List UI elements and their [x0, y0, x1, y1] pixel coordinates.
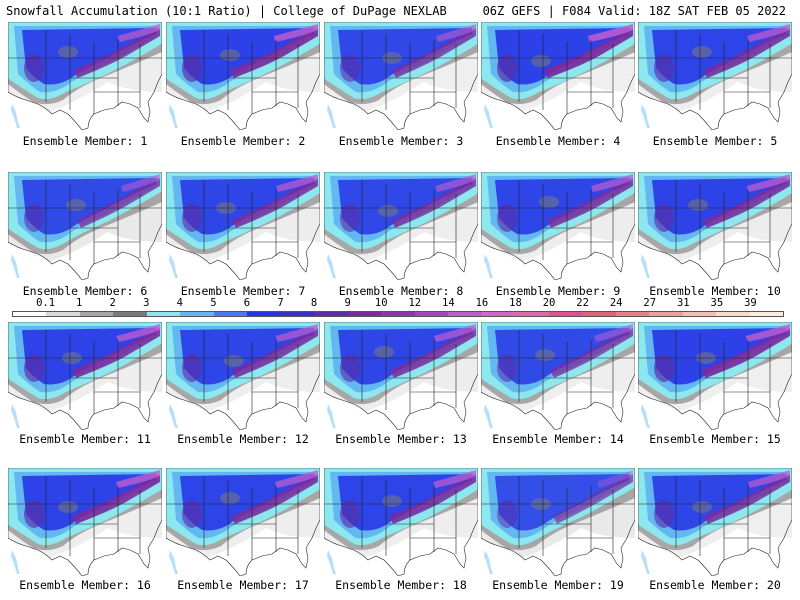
- ensemble-member-label: Ensemble Member: 3: [338, 134, 464, 148]
- ensemble-member-label: Ensemble Member: 10: [649, 284, 781, 298]
- ensemble-member-label: Ensemble Member: 12: [177, 432, 309, 446]
- ensemble-member-label: Ensemble Member: 4: [495, 134, 621, 148]
- scale-label: 12: [408, 297, 422, 309]
- ensemble-member-label: Ensemble Member: 7: [180, 284, 306, 298]
- ensemble-member-map: [481, 172, 635, 280]
- ensemble-member-map: [638, 172, 792, 280]
- scale-label: 9: [344, 297, 351, 309]
- product-title: Snowfall Accumulation (10:1 Ratio) | Col…: [6, 4, 447, 18]
- ensemble-member-map: [166, 322, 320, 430]
- scale-label: 0.1: [36, 297, 56, 309]
- scale-swatch: [46, 312, 80, 316]
- ensemble-member-label: Ensemble Member: 16: [19, 578, 151, 592]
- scale-label: 5: [210, 297, 217, 309]
- scale-swatch: [582, 312, 616, 316]
- scale-swatch: [448, 312, 482, 316]
- ensemble-member-label: Ensemble Member: 8: [338, 284, 464, 298]
- scale-label: 6: [243, 297, 251, 309]
- scale-swatch: [381, 312, 415, 316]
- scale-label: 16: [475, 297, 489, 309]
- scale-swatch: [13, 312, 47, 316]
- scale-swatch: [414, 312, 449, 316]
- scale-swatch: [213, 312, 248, 316]
- scale-swatch: [649, 312, 683, 316]
- ensemble-member-map: [481, 468, 635, 576]
- ensemble-member-map: [324, 468, 478, 576]
- scale-swatch: [113, 312, 147, 316]
- scale-swatch: [280, 312, 315, 316]
- ensemble-member-label: Ensemble Member: 11: [19, 432, 151, 446]
- scale-label: 24: [609, 297, 623, 309]
- scale-swatch: [682, 312, 717, 316]
- scale-label: 8: [310, 297, 318, 309]
- ensemble-member-label: Ensemble Member: 6: [22, 284, 148, 298]
- ensemble-member-map: [324, 22, 478, 130]
- scale-swatch: [347, 312, 382, 316]
- ensemble-member-label: Ensemble Member: 13: [335, 432, 467, 446]
- scale-label: 7: [277, 297, 284, 309]
- scale-label: 39: [744, 297, 757, 309]
- scale-swatch: [749, 312, 784, 316]
- ensemble-member-map: [638, 22, 792, 130]
- ensemble-member-label: Ensemble Member: 17: [177, 578, 309, 592]
- color-scale-bar: [12, 311, 784, 317]
- scale-label: 22: [576, 297, 589, 309]
- scale-swatch: [79, 312, 114, 316]
- ensemble-member-label: Ensemble Member: 19: [492, 578, 624, 592]
- ensemble-member-map: [638, 468, 792, 576]
- scale-label: 20: [542, 297, 556, 309]
- scale-swatch: [615, 312, 650, 316]
- scale-label: 10: [374, 297, 388, 309]
- scale-swatch: [548, 312, 583, 316]
- scale-label: 2: [109, 297, 116, 309]
- ensemble-member-map: [638, 322, 792, 430]
- ensemble-member-map: [324, 322, 478, 430]
- ensemble-member-map: [8, 468, 162, 576]
- ensemble-member-map: [8, 172, 162, 280]
- scale-label: 1: [75, 297, 83, 309]
- scale-swatch: [481, 312, 516, 316]
- scale-label: 3: [143, 297, 150, 309]
- scale-label: 31: [676, 297, 690, 309]
- ensemble-member-label: Ensemble Member: 18: [335, 578, 467, 592]
- ensemble-member-map: [324, 172, 478, 280]
- ensemble-member-map: [8, 322, 162, 430]
- scale-swatch: [515, 312, 549, 316]
- scale-swatch: [716, 312, 750, 316]
- model-run-valid-time: 06Z GEFS | F084 Valid: 18Z SAT FEB 05 20…: [482, 4, 786, 18]
- ensemble-member-label: Ensemble Member: 1: [22, 134, 148, 148]
- scale-swatch: [247, 312, 281, 316]
- scale-label: 4: [176, 297, 183, 309]
- ensemble-member-label: Ensemble Member: 15: [649, 432, 781, 446]
- scale-swatch: [180, 312, 214, 316]
- ensemble-member-label: Ensemble Member: 20: [649, 578, 781, 592]
- ensemble-member-label: Ensemble Member: 5: [652, 134, 778, 148]
- ensemble-member-map: [8, 22, 162, 130]
- color-scale-labels: 0.1 1 2 3 4 5 6 7 8 9 10 12 14 16 18 20 22 24 27 31 35 39: [12, 297, 784, 311]
- scale-swatch: [146, 312, 181, 316]
- scale-label: 27: [643, 297, 657, 309]
- scale-label: 18: [509, 297, 522, 309]
- ensemble-member-map: [481, 22, 635, 130]
- scale-label: 35: [710, 297, 724, 309]
- ensemble-member-map: [166, 22, 320, 130]
- ensemble-member-label: Ensemble Member: 9: [495, 284, 621, 298]
- ensemble-member-map: [166, 468, 320, 576]
- scale-label: 14: [442, 297, 455, 309]
- ensemble-member-map: [166, 172, 320, 280]
- ensemble-member-label: Ensemble Member: 14: [492, 432, 624, 446]
- ensemble-member-label: Ensemble Member: 2: [180, 134, 306, 148]
- scale-swatch: [314, 312, 348, 316]
- ensemble-member-map: [481, 322, 635, 430]
